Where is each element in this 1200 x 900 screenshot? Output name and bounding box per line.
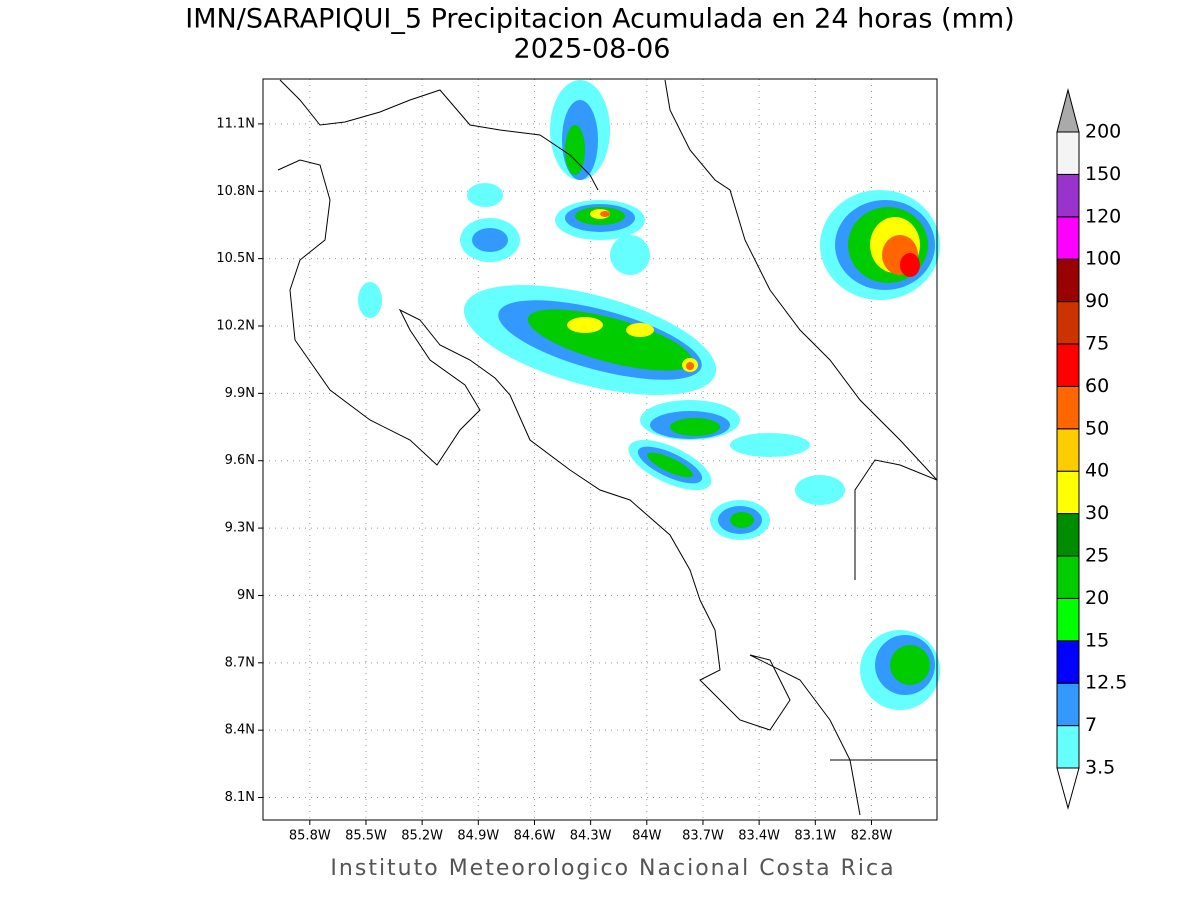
color-box [1056,725,1080,769]
over-triangle [1056,88,1080,133]
color-box [1056,258,1080,303]
colorbar-label: 7 [1085,714,1097,736]
x-tick-label: 85.8W [289,829,331,844]
color-box [1056,301,1080,345]
color-box [1056,640,1080,684]
color-box [1056,131,1080,175]
y-tick-label: 11.1N [216,116,255,131]
color-box [1056,597,1080,642]
colorbar: 3.5 7 12.5 15 20 25 30 40 50 60 75 90 100 120 150 200 [1056,88,1127,810]
x-tick-label: 85.2W [401,829,443,844]
y-tick-label: 8.4N [225,723,255,738]
y-tick-label: 8.7N [225,655,255,670]
x-tick-label: 84.3W [570,829,612,844]
y-tick-label: 9.9N [225,386,255,401]
footer: Instituto Meteorologico Nacional Costa R… [330,856,895,881]
colorbar-label: 60 [1085,375,1109,397]
y-tick-label: 10.8N [216,184,255,199]
color-box [1056,343,1080,387]
colorbar-label: 75 [1085,333,1109,355]
x-tick-label: 85.5W [345,829,387,844]
colorbar-label: 40 [1085,460,1109,482]
under-triangle [1056,767,1080,810]
precipitation-field [358,80,940,710]
map-title: IMN/SARAPIQUI_5 Precipitacion Acumulada … [185,4,1014,35]
x-tick-label: 84.9W [457,829,499,844]
plot-frame [262,78,938,821]
colorbar-label: 20 [1085,587,1109,609]
y-tick-label: 9.3N [225,521,255,536]
y-tick-label: 10.2N [216,319,255,334]
colorbar-label: 30 [1085,502,1109,524]
grid [263,79,937,820]
x-tick-label: 83.1W [794,829,836,844]
x-tick-label: 84W [632,829,662,844]
colorbar-label: 3.5 [1085,757,1115,779]
x-tick-label: 82.8W [851,829,893,844]
y-tick-label: 8.1N [225,790,255,805]
color-box [1056,385,1080,430]
color-box [1056,470,1080,515]
color-box [1056,513,1080,557]
coastline [277,79,937,816]
color-box [1056,555,1080,599]
colorbar-label: 100 [1085,248,1121,270]
colorbar-label: 50 [1085,417,1109,439]
colorbar-label: 12.5 [1085,672,1127,694]
color-box [1056,216,1080,260]
color-box [1056,682,1080,727]
colorbar-label: 90 [1085,290,1109,312]
y-tick-label: 10.5N [216,251,255,266]
colorbar-label: 200 [1085,121,1121,143]
x-tick-label: 83.4W [738,829,780,844]
colorbar-label: 120 [1085,205,1121,227]
color-box [1056,173,1080,218]
colorbar-label: 25 [1085,545,1109,567]
y-tick-label: 9.6N [225,453,255,468]
x-tick-label: 84.6W [514,829,556,844]
colorbar-label: 15 [1085,629,1109,651]
map-date: 2025-08-06 [514,34,671,65]
color-box [1056,428,1080,472]
colorbar-label: 150 [1085,163,1121,185]
y-tick-label: 9N [237,588,255,603]
x-tick-label: 83.7W [682,829,724,844]
